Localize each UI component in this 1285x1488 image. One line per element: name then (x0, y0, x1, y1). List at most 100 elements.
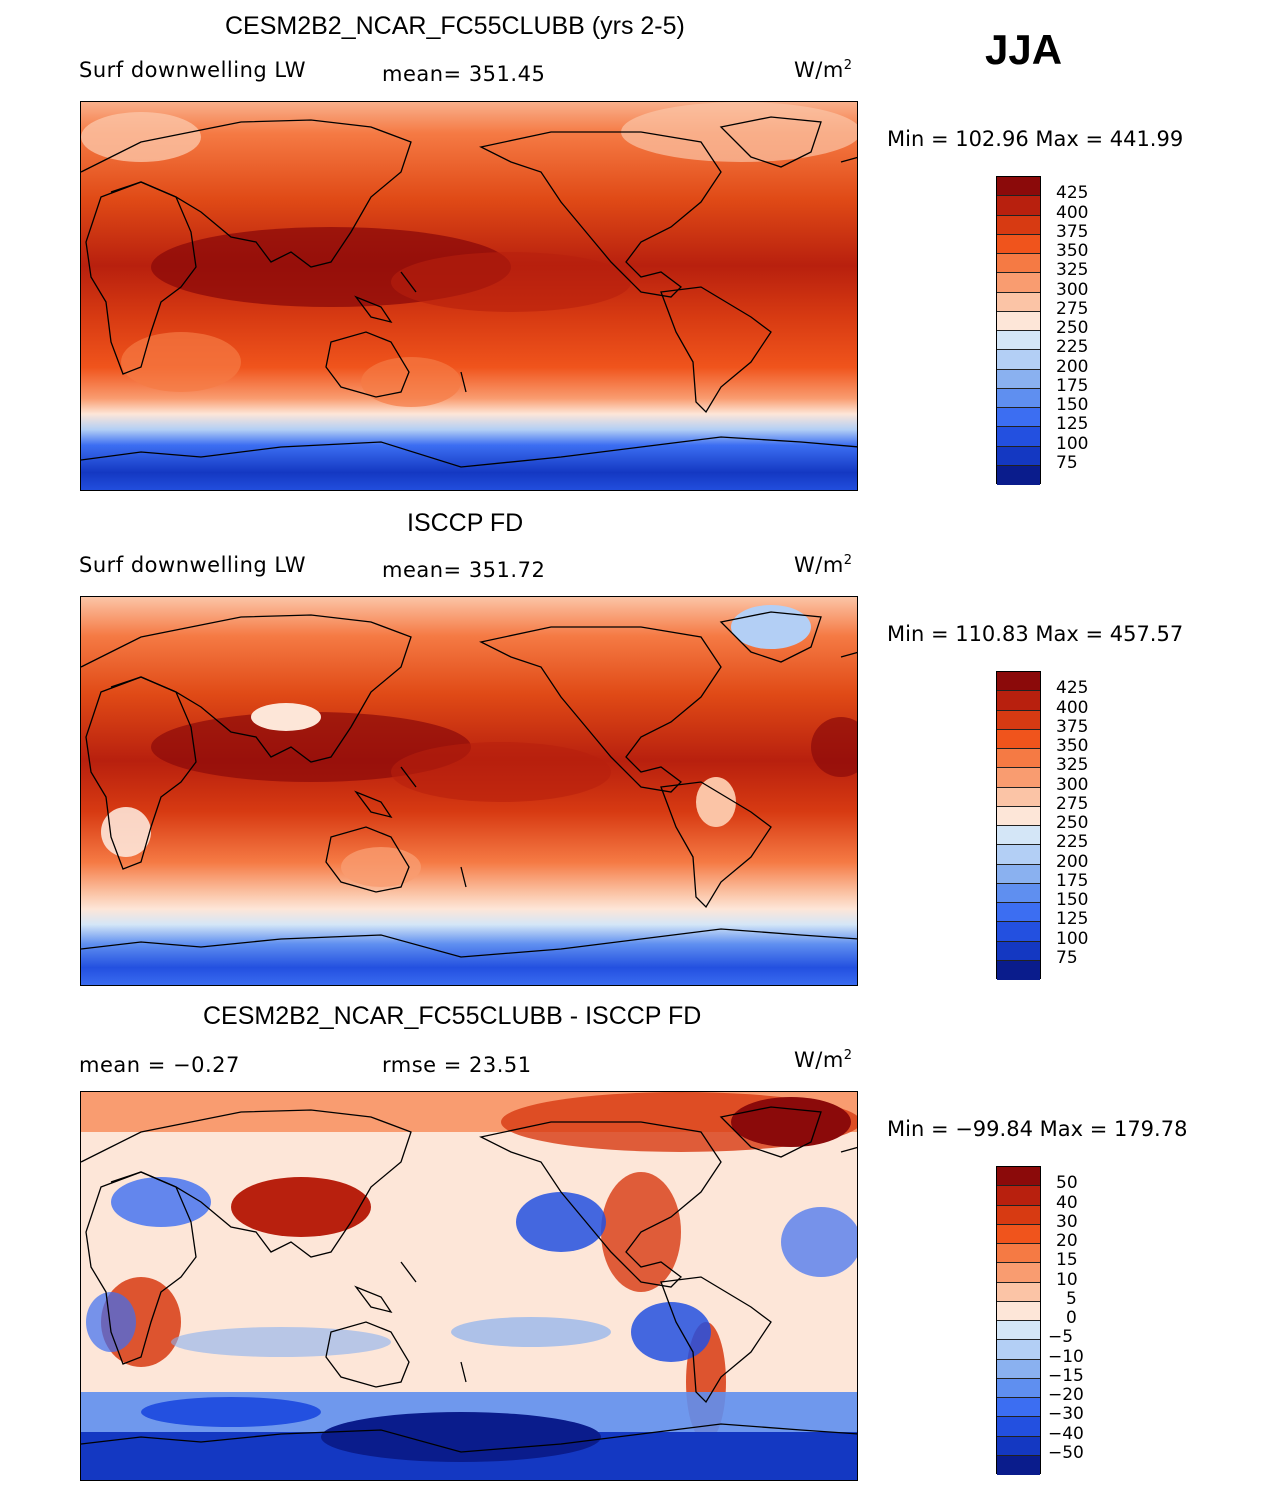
panel2-colorbar (996, 671, 1041, 980)
panel1-mean-label: mean= 351.45 (382, 62, 546, 86)
panel3-colorbar-tick-label: −5 (1048, 1327, 1074, 1348)
panel2-colorbar-tick-label: 200 (1056, 851, 1089, 872)
panel3-colorbar-swatch (997, 1378, 1040, 1398)
panel3-colorbar-tick-label: −40 (1048, 1423, 1084, 1444)
panel3-colorbar-tick-label: 30 (1056, 1211, 1078, 1232)
panel1-colorbar-swatch (997, 388, 1040, 408)
panel1-colorbar-tick-label: 400 (1056, 202, 1089, 223)
panel3-colorbar-tick-label: −10 (1048, 1346, 1084, 1367)
panel2-colorbar-swatch (997, 806, 1040, 826)
panel2-units: W/m2 (794, 553, 853, 577)
panel2-colorbar-tick-label: 275 (1056, 793, 1089, 814)
panel2-colorbar-tick-label: 400 (1056, 697, 1089, 718)
panel2-colorbar-tick-label: 325 (1056, 755, 1089, 776)
panel3-map (80, 1091, 858, 1481)
panel2-colorbar-swatch (997, 787, 1040, 807)
panel2-colorbar-tick-label: 175 (1056, 870, 1089, 891)
panel3-units: W/m2 (794, 1048, 853, 1072)
panel3-rmse-label: rmse = 23.51 (382, 1053, 532, 1077)
panel1-colorbar-swatch (997, 446, 1040, 466)
panel1-minmax: Min = 102.96 Max = 441.99 (887, 127, 1184, 151)
panel3-colorbar-tick-label: 5 (1066, 1288, 1077, 1309)
panel2-mean-label: mean= 351.72 (382, 558, 546, 582)
panel3-colorbar-swatch (997, 1398, 1040, 1418)
panel2-colorbar-swatch (997, 960, 1040, 980)
panel1-colorbar-swatch (997, 465, 1040, 485)
panel1-map (80, 101, 858, 491)
panel3-colorbar-tick-label: −15 (1048, 1365, 1084, 1386)
panel3-colorbar-tick-label: −20 (1048, 1385, 1084, 1405)
panel1-colorbar-swatch (997, 273, 1040, 293)
panel1-units: W/m2 (794, 58, 853, 82)
panel3-colorbar-swatch (997, 1244, 1040, 1264)
panel1-colorbar-swatch (997, 234, 1040, 254)
panel2-title: ISCCP FD (407, 509, 524, 537)
panel2-colorbar-tick-label: 100 (1056, 928, 1089, 949)
season-label: JJA (985, 26, 1063, 73)
panel1-colorbar-swatch (997, 369, 1040, 389)
panel3-colorbar-tick-label: −30 (1048, 1404, 1084, 1425)
panel3-colorbar-tick-label: 40 (1056, 1192, 1078, 1213)
panel1-colorbar-swatch (997, 177, 1040, 197)
panel3-colorbar-swatch (997, 1205, 1040, 1225)
panel3-colorbar-swatch (997, 1455, 1040, 1475)
panel2-colorbar-swatch (997, 903, 1040, 923)
panel2-colorbar-swatch (997, 826, 1040, 846)
panel2-colorbar-swatch (997, 729, 1040, 749)
panel3-mean-label: mean = −0.27 (79, 1053, 240, 1077)
panel2-colorbar-tick-label: 225 (1056, 832, 1089, 853)
panel2-colorbar-swatch (997, 768, 1040, 788)
panel3-colorbar-swatch (997, 1359, 1040, 1379)
panel1-colorbar-tick-label: 325 (1056, 260, 1089, 281)
panel2-colorbar-swatch (997, 922, 1040, 942)
panel2-colorbar-tick-label: 250 (1056, 813, 1089, 833)
panel2-colorbar-tick-label: 300 (1056, 774, 1089, 795)
panel1-colorbar-tick-label: 425 (1056, 183, 1089, 204)
panel3-colorbar-tick-label: 50 (1056, 1173, 1078, 1194)
panel2-colorbar-swatch (997, 864, 1040, 884)
panel1-colorbar-tick-label: 375 (1056, 221, 1089, 242)
panel2-colorbar-swatch (997, 710, 1040, 730)
panel1-colorbar-swatch (997, 311, 1040, 331)
panel3-colorbar-swatch (997, 1282, 1040, 1302)
panel3-colorbar-swatch (997, 1167, 1040, 1187)
panel2-colorbar-tick-label: 150 (1056, 890, 1089, 910)
panel2-colorbar-tick-label: 375 (1056, 716, 1089, 737)
panel1-colorbar-tick-label: 225 (1056, 337, 1089, 358)
panel3-colorbar-tick-label: −50 (1048, 1442, 1084, 1463)
panel3-colorbar-tick-label: 15 (1056, 1250, 1078, 1271)
panel2-colorbar-swatch (997, 845, 1040, 865)
panel3-colorbar-tick-label: 20 (1056, 1231, 1078, 1251)
panel1-colorbar-tick-label: 300 (1056, 279, 1089, 300)
panel1-colorbar-tick-label: 175 (1056, 375, 1089, 396)
panel1-colorbar-tick-label: 150 (1056, 395, 1089, 415)
panel1-colorbar-swatch (997, 292, 1040, 312)
panel3-title: CESM2B2_NCAR_FC55CLUBB - ISCCP FD (203, 1002, 702, 1030)
panel2-colorbar-swatch (997, 691, 1040, 711)
panel3-colorbar-tick-label: 10 (1056, 1269, 1078, 1290)
panel1-colorbar-tick-label: 275 (1056, 298, 1089, 319)
panel1-colorbar-swatch (997, 254, 1040, 274)
panel3-colorbar-swatch (997, 1186, 1040, 1206)
panel2-colorbar-swatch (997, 941, 1040, 961)
panel1-colorbar-tick-label: 75 (1056, 452, 1078, 473)
panel2-colorbar-swatch (997, 672, 1040, 692)
panel3-colorbar-swatch (997, 1224, 1040, 1244)
panel1-colorbar-swatch (997, 215, 1040, 235)
panel3-colorbar-swatch (997, 1417, 1040, 1437)
panel2-variable-label: Surf downwelling LW (79, 553, 306, 577)
panel1-colorbar-swatch (997, 350, 1040, 370)
panel1-colorbar-tick-label: 350 (1056, 241, 1089, 261)
panel3-colorbar-swatch (997, 1263, 1040, 1283)
panel1-colorbar-swatch (997, 331, 1040, 351)
panel3-colorbar-tick-label: 0 (1066, 1308, 1077, 1328)
panel2-colorbar-tick-label: 350 (1056, 736, 1089, 756)
panel2-map (80, 596, 858, 986)
panel2-colorbar-tick-label: 75 (1056, 947, 1078, 968)
panel1-colorbar-tick-label: 125 (1056, 414, 1089, 435)
panel3-colorbar-swatch (997, 1436, 1040, 1456)
panel2-colorbar-tick-label: 125 (1056, 909, 1089, 930)
panel1-colorbar-swatch (997, 427, 1040, 447)
panel3-colorbar-swatch (997, 1340, 1040, 1360)
panel2-colorbar-swatch (997, 749, 1040, 769)
